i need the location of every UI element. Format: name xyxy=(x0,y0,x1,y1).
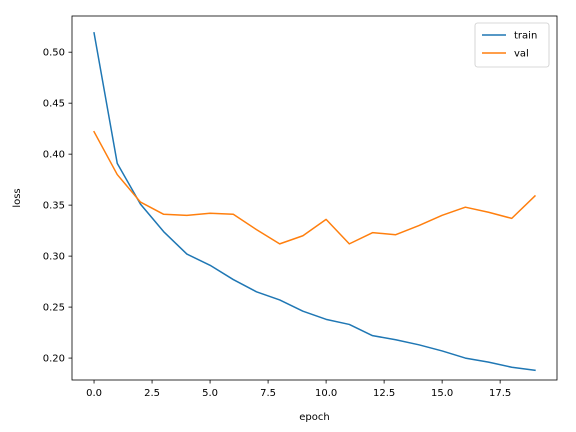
series-line-val xyxy=(93,130,537,245)
x-axis-label: epoch xyxy=(299,412,329,423)
legend: train val xyxy=(474,22,550,68)
x-tick-label: 2.5 xyxy=(144,388,160,399)
legend-label-train: train xyxy=(514,31,537,42)
y-tick-label: 0.45 xyxy=(43,99,65,110)
x-tick-label: 10.0 xyxy=(315,388,337,399)
plot-frame xyxy=(71,15,558,381)
y-tick-label: 0.35 xyxy=(43,201,65,212)
y-tick-label: 0.50 xyxy=(43,48,65,59)
x-tick-label: 0.0 xyxy=(86,388,102,399)
x-tick-label: 15.0 xyxy=(431,388,453,399)
axes-layer: 0.0 2.5 5.0 7.5 10.0 12.5 15.0 17.5 0.20 0.25 0.30… xyxy=(43,48,512,399)
series-line-train xyxy=(93,31,536,372)
x-tick-label: 12.5 xyxy=(373,388,395,399)
x-tick-label: 7.5 xyxy=(260,388,276,399)
y-tick-label: 0.25 xyxy=(43,303,65,314)
x-tick-label: 17.5 xyxy=(489,388,511,399)
y-tick-label: 0.40 xyxy=(43,150,65,161)
y-axis-label: loss xyxy=(12,188,23,207)
legend-box xyxy=(474,22,550,68)
x-tick-label: 5.0 xyxy=(202,388,218,399)
legend-label-val: val xyxy=(514,49,529,60)
series-layer xyxy=(93,31,537,372)
y-tick-label: 0.20 xyxy=(43,354,65,365)
y-tick-label: 0.30 xyxy=(43,252,65,263)
plot-area xyxy=(72,16,557,380)
